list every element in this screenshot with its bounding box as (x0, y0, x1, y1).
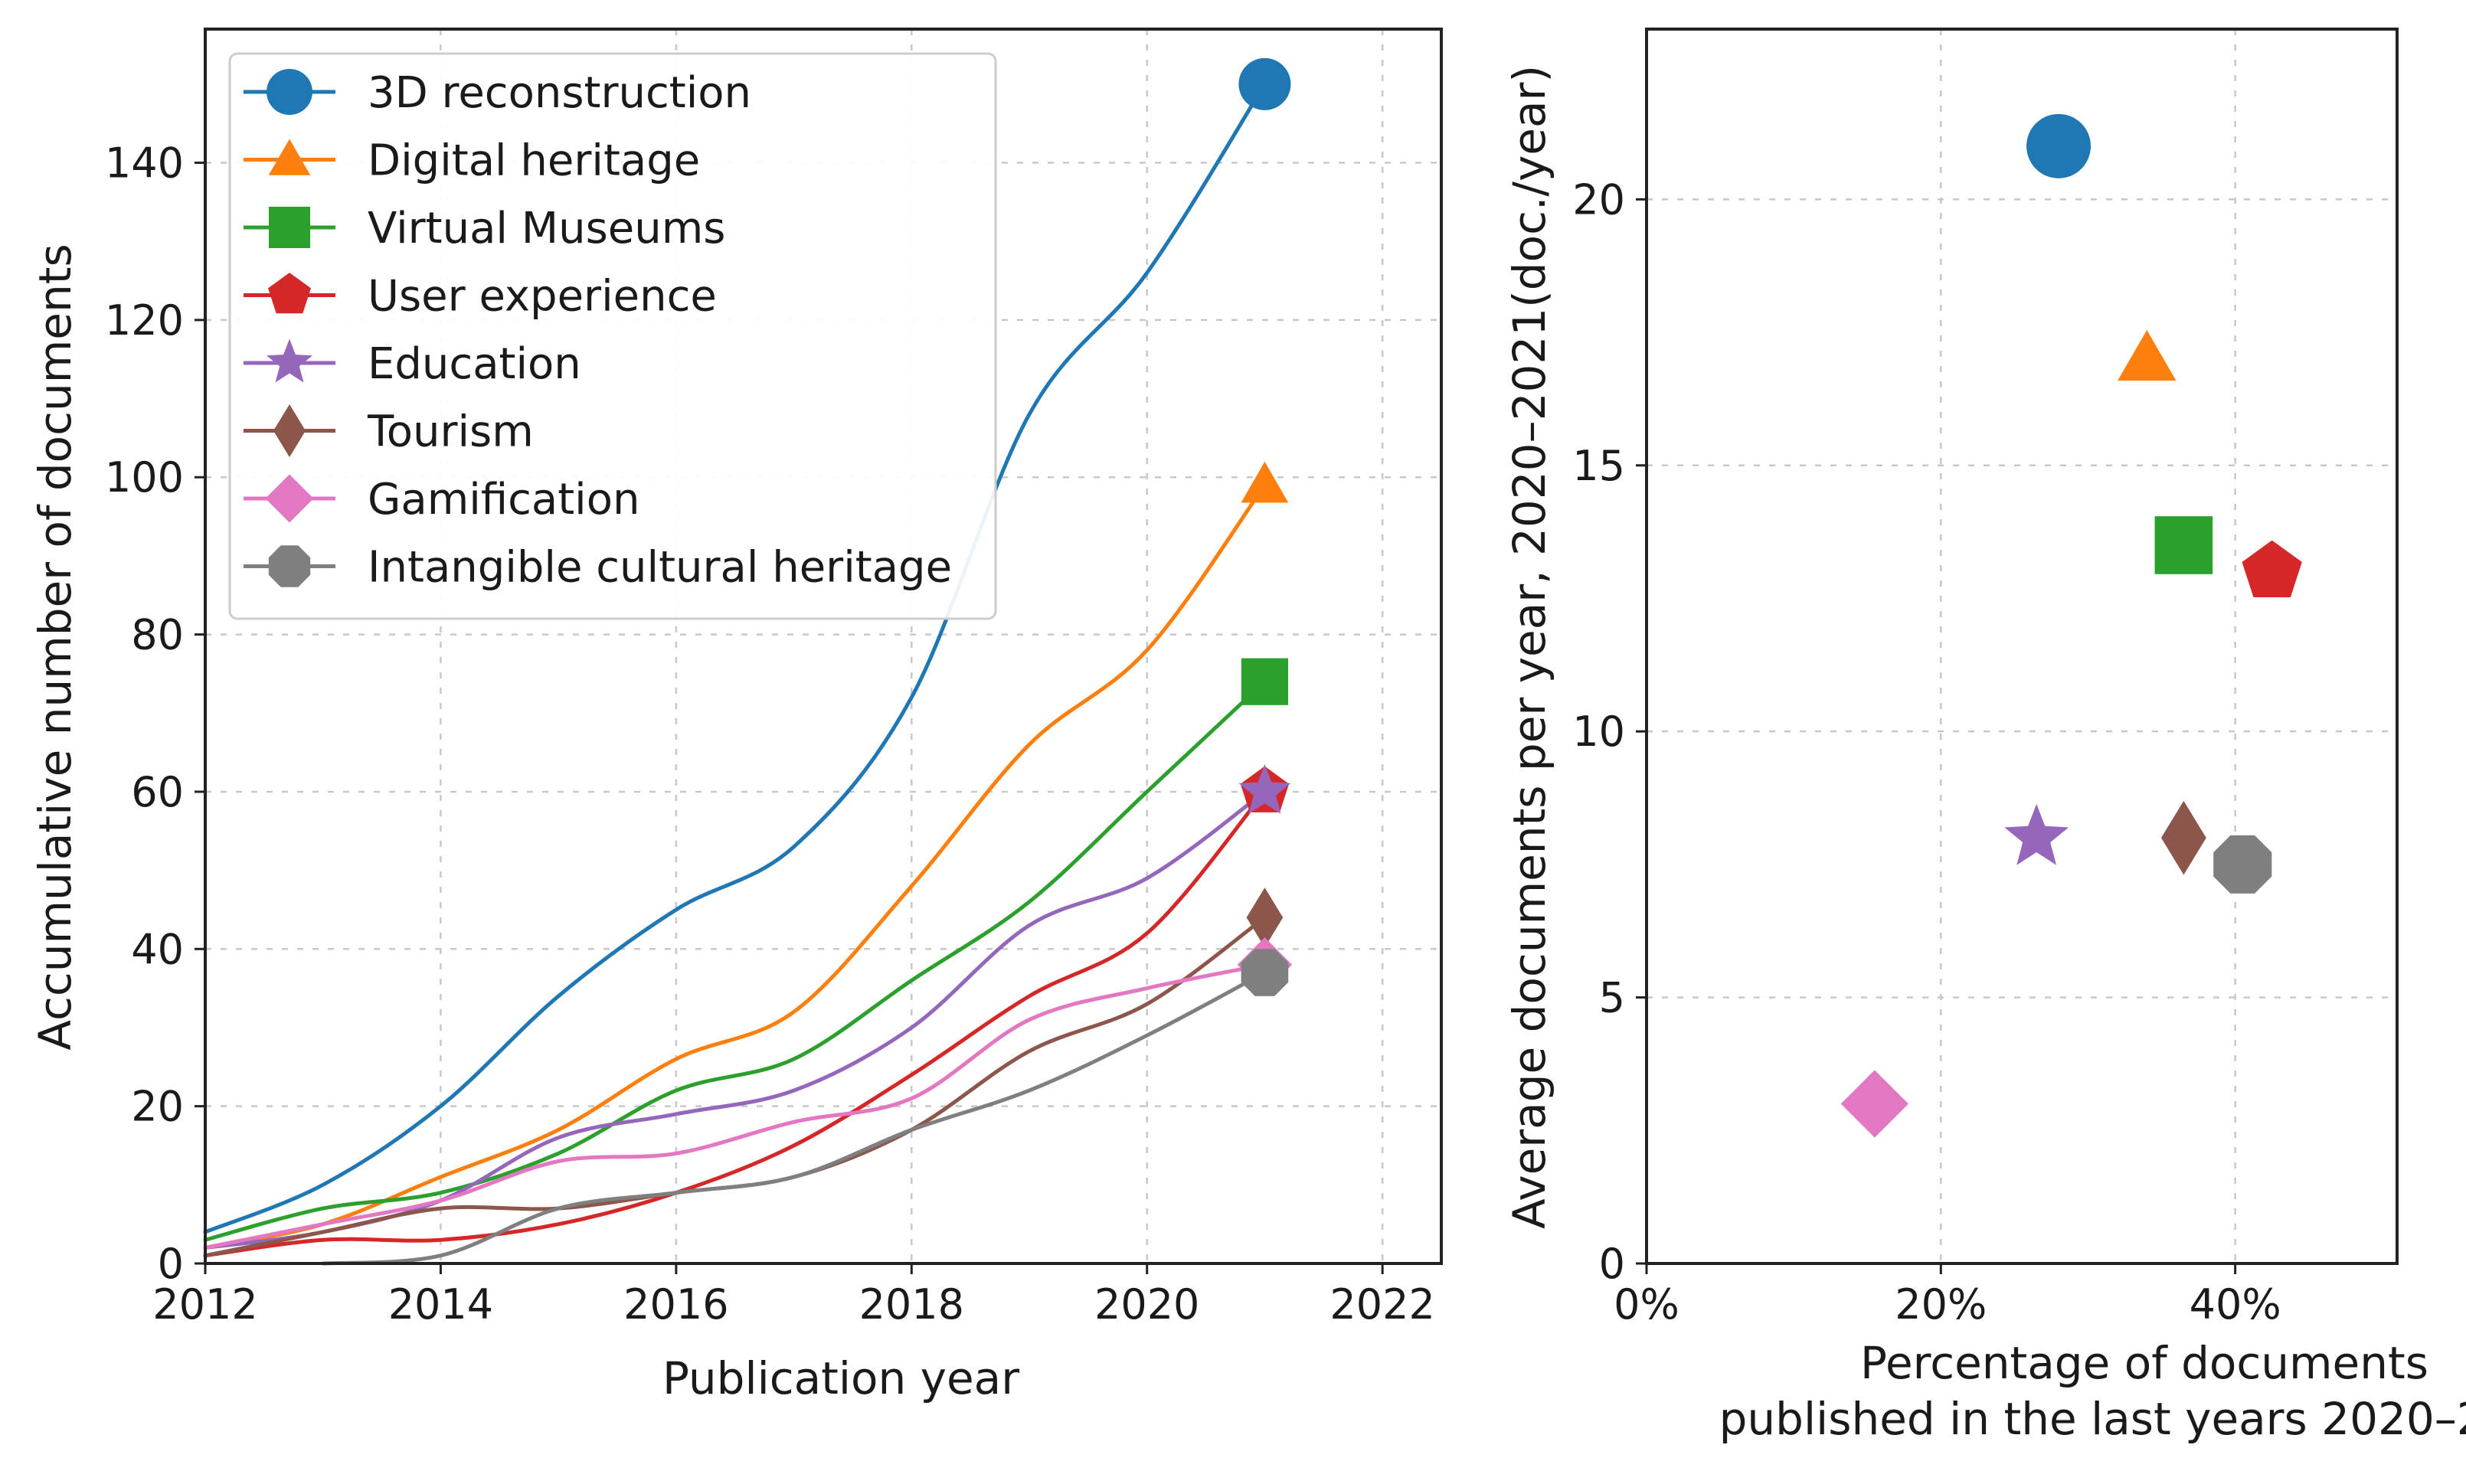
right-chart-x-axis-label-line1: Percentage of documents (1860, 1337, 2428, 1389)
left-chart-legend: 3D reconstruction Digital heritage Virtual… (228, 52, 997, 620)
left-chart-y-axis-label: Accumulative number of documents (29, 244, 81, 1050)
legend-marker-user-experience (268, 273, 311, 314)
legend-label-intangible-cultural-heritage: Intangible cultural heritage (368, 543, 952, 593)
scatter-point-intangible-cultural-heritage (2213, 835, 2272, 894)
right-chart-ticks: 0% 20% 40% 0 5 10 15 20 (1572, 175, 2281, 1329)
left-chart-plot-frame (204, 28, 1443, 1265)
legend-box (228, 52, 997, 620)
scatter-point-user-experience (2242, 540, 2302, 597)
right-chart-grid (1647, 29, 2397, 1263)
end-marker-intangible-cultural-heritage (1241, 949, 1289, 996)
line-tourism (203, 915, 1267, 1258)
scatter-point-gamification (1840, 1070, 1908, 1138)
right-x-tick-label: 40% (2190, 1280, 2281, 1329)
right-x-tick-label: 20% (1895, 1280, 1987, 1329)
left-y-tick-label: 40 (131, 925, 184, 973)
legend-label-education: Education (368, 339, 581, 389)
right-y-tick-label: 10 (1572, 708, 1625, 756)
left-x-tick-label: 2014 (388, 1280, 493, 1329)
left-y-tick-label: 20 (131, 1083, 184, 1131)
legend-marker-tourism (273, 404, 306, 457)
left-y-tick-label: 0 (158, 1240, 184, 1288)
end-marker-virtual-museums (1241, 658, 1289, 705)
left-y-tick-label: 140 (105, 139, 184, 188)
legend-label-3d-reconstruction: 3D reconstruction (368, 68, 751, 118)
right-chart-points (1840, 113, 2302, 1138)
right-y-tick-label: 15 (1572, 442, 1625, 490)
legend-marker-digital-heritage (268, 139, 311, 175)
right-chart-y-axis-label: Average documents per year, 2020–2021(do… (1503, 65, 1555, 1229)
left-x-tick-label: 2020 (1094, 1280, 1199, 1329)
end-marker-education (1238, 764, 1291, 814)
end-marker-digital-heritage (1241, 461, 1289, 503)
left-y-tick-label: 80 (131, 611, 184, 659)
line-user-experience (203, 789, 1267, 1258)
line-3d-reconstruction (203, 82, 1267, 1234)
legend-marker-intangible-cultural-heritage (268, 545, 311, 587)
left-x-tick-label: 2018 (859, 1280, 964, 1329)
legend-marker-education (267, 338, 312, 383)
legend-marker-gamification (265, 474, 314, 523)
left-chart-end-markers (1237, 57, 1293, 996)
left-y-tick-label: 120 (105, 296, 184, 345)
line-intangible-cultural-heritage (321, 970, 1267, 1266)
legend-label-digital-heritage: Digital heritage (368, 136, 700, 186)
scatter-point-3d-reconstruction (2026, 113, 2092, 178)
left-chart-x-axis-label: Publication year (662, 1352, 1019, 1404)
right-y-tick-label: 0 (1599, 1240, 1625, 1288)
left-chart-series-lines (203, 82, 1267, 1266)
legend-label-user-experience: User experience (368, 272, 717, 322)
end-marker-3d-reconstruction (1238, 57, 1291, 110)
right-y-tick-label: 20 (1572, 175, 1625, 224)
end-marker-tourism (1246, 887, 1284, 948)
right-x-tick-label: 0% (1614, 1280, 1679, 1329)
left-y-tick-label: 100 (105, 453, 184, 502)
right-chart-plot-frame (1645, 28, 2399, 1265)
legend-marker-virtual-museums (269, 207, 310, 248)
scatter-point-tourism (2160, 800, 2206, 875)
line-gamification (203, 963, 1267, 1250)
legend-label-virtual-museums: Virtual Museums (368, 204, 725, 253)
line-digital-heritage (203, 483, 1267, 1250)
left-y-tick-label: 60 (131, 768, 184, 816)
left-x-tick-label: 2022 (1329, 1280, 1434, 1329)
legend-marker-3d-reconstruction (267, 69, 312, 115)
right-chart-x-axis-label-line2: published in the last years 2020–2021 (1719, 1393, 2466, 1445)
legend-label-gamification: Gamification (368, 475, 639, 525)
line-education (203, 789, 1267, 1250)
scatter-point-virtual-museums (2154, 516, 2213, 574)
scatter-point-education (2004, 804, 2069, 865)
right-y-tick-label: 5 (1599, 974, 1625, 1022)
line-virtual-museums (203, 679, 1267, 1242)
left-chart-ticks: 2012 2014 2016 2018 2020 2022 0 20 40 60 80 100 120 1… (105, 139, 1435, 1329)
scatter-point-digital-heritage (2118, 330, 2177, 381)
left-x-tick-label: 2012 (152, 1280, 257, 1329)
left-x-tick-label: 2016 (623, 1280, 728, 1329)
legend-label-tourism: Tourism (367, 407, 534, 457)
